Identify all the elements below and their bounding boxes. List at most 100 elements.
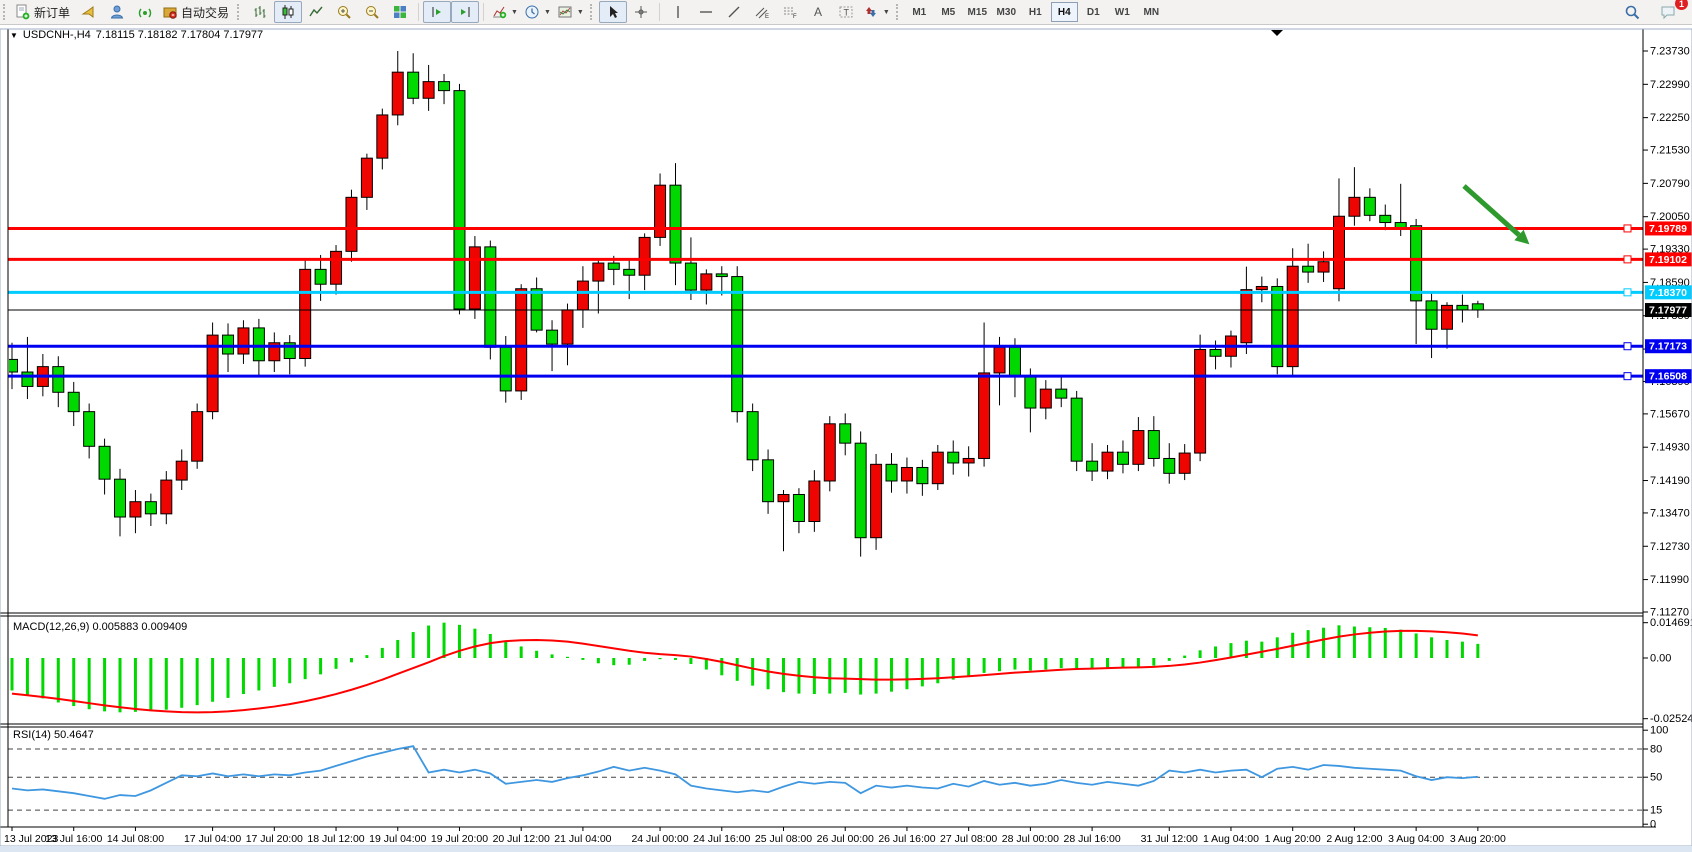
autotrade-button[interactable]: 自动交易 xyxy=(159,1,234,23)
svg-text:0.014691: 0.014691 xyxy=(1650,617,1692,629)
macd-indicator-label: MACD(12,26,9) 0.005883 0.009409 xyxy=(13,621,188,633)
new-order-button[interactable]: 新订单 xyxy=(12,1,75,23)
templates-button[interactable]: ▼ xyxy=(554,1,587,23)
vertical-line-tool-button[interactable] xyxy=(664,1,692,23)
fibonacci-icon: F xyxy=(783,7,797,20)
hline-pivot-7.18370[interactable]: 7.18370 xyxy=(8,285,1692,300)
svg-text:A: A xyxy=(814,5,822,19)
timeframe-button-M15[interactable]: M15 xyxy=(967,6,987,18)
bar-chart-button[interactable] xyxy=(246,1,274,23)
svg-text:18 Jul 12:00: 18 Jul 12:00 xyxy=(307,833,364,845)
timeframe-button-H1[interactable]: H1 xyxy=(1028,6,1042,18)
hline-resistance-7.19102[interactable]: 7.19102 xyxy=(8,252,1692,267)
svg-text:14 Jul 08:00: 14 Jul 08:00 xyxy=(107,833,164,845)
chart-shift-marker-icon[interactable] xyxy=(1271,30,1283,36)
svg-text:13 Jul 2023: 13 Jul 2023 xyxy=(4,833,58,845)
autotrade-icon xyxy=(163,7,177,19)
svg-text:7.14930: 7.14930 xyxy=(1650,442,1690,454)
zoom-out-button[interactable] xyxy=(358,1,386,23)
svg-text:F: F xyxy=(793,14,797,20)
svg-text:3 Aug 20:00: 3 Aug 20:00 xyxy=(1450,833,1506,845)
alert-horn-button[interactable] xyxy=(75,1,103,23)
toolbar-grip[interactable] xyxy=(589,4,596,20)
timeframe-button-M5[interactable]: M5 xyxy=(941,6,956,18)
vertical-line-icon xyxy=(677,6,679,18)
svg-text:0: 0 xyxy=(1650,819,1656,831)
periods-button[interactable]: ▼ xyxy=(521,1,554,23)
main-toolbar: 新订单 自动交易 xyxy=(0,0,1692,25)
timeframe-button-M1[interactable]: M1 xyxy=(912,6,927,18)
search-button[interactable] xyxy=(1618,1,1646,23)
crosshair-button[interactable] xyxy=(627,1,655,23)
signals-button[interactable] xyxy=(131,1,159,23)
svg-text:80: 80 xyxy=(1650,744,1662,756)
chart-shift-button[interactable] xyxy=(451,1,480,23)
hline-resistance-7.19789[interactable]: 7.19789 xyxy=(8,221,1692,236)
cursor-icon xyxy=(609,6,618,18)
arrow-annotation[interactable] xyxy=(1462,184,1530,245)
svg-text:7.17977: 7.17977 xyxy=(1649,305,1687,317)
toolbar-grip[interactable] xyxy=(237,4,243,20)
svg-text:3 Aug 04:00: 3 Aug 04:00 xyxy=(1388,833,1444,845)
svg-text:15: 15 xyxy=(1650,805,1662,817)
current-price-line: 7.17977 xyxy=(8,303,1692,318)
candlestick-chart-icon xyxy=(282,5,294,19)
text-tool-button[interactable]: A xyxy=(804,1,832,23)
cursor-button[interactable] xyxy=(598,1,627,23)
notifications-button[interactable]: 1 xyxy=(1654,0,1688,23)
svg-text:26 Jul 00:00: 26 Jul 00:00 xyxy=(817,833,874,845)
hline-support-7.17173[interactable]: 7.17173 xyxy=(8,339,1692,354)
channel-tool-button[interactable]: E xyxy=(748,1,776,23)
svg-text:28 Jul 00:00: 28 Jul 00:00 xyxy=(1002,833,1059,845)
svg-text:7.11990: 7.11990 xyxy=(1650,574,1689,586)
svg-text:17 Jul 04:00: 17 Jul 04:00 xyxy=(184,833,241,845)
candlestick-chart-button[interactable] xyxy=(274,1,303,23)
svg-text:26 Jul 16:00: 26 Jul 16:00 xyxy=(878,833,935,845)
svg-text:T: T xyxy=(843,8,849,18)
svg-text:19 Jul 04:00: 19 Jul 04:00 xyxy=(369,833,426,845)
chart-menu-triangle-icon[interactable]: ▼ xyxy=(10,30,18,40)
svg-text:24 Jul 00:00: 24 Jul 00:00 xyxy=(631,833,688,845)
text-label-tool-button[interactable]: T xyxy=(832,1,860,23)
svg-text:17 Jul 20:00: 17 Jul 20:00 xyxy=(246,833,303,845)
timeframe-button-D1[interactable]: D1 xyxy=(1086,6,1100,18)
timeframe-button-H4[interactable]: H4 xyxy=(1050,2,1078,22)
line-chart-button[interactable] xyxy=(302,1,330,23)
toolbar-grip[interactable] xyxy=(3,4,9,20)
shapes-tool-button[interactable]: ▼ xyxy=(860,1,893,23)
trendline-tool-button[interactable] xyxy=(720,1,748,23)
horizontal-line-icon xyxy=(699,11,712,13)
chart-symbol-period: USDCNH-,H4 xyxy=(22,29,91,41)
tile-windows-button[interactable] xyxy=(386,1,414,23)
signal-icon xyxy=(138,8,152,18)
window-bottom-edge xyxy=(0,846,1692,852)
svg-text:7.15670: 7.15670 xyxy=(1650,408,1690,420)
svg-text:7.11270: 7.11270 xyxy=(1650,607,1689,619)
chart-window: 7.23730 7.22990 7.22250 7.21530 7.20790 7.200… xyxy=(0,24,1692,852)
autotrade-label: 自动交易 xyxy=(181,5,230,20)
line-chart-icon xyxy=(309,6,323,17)
community-button[interactable] xyxy=(103,1,131,23)
zoom-in-button[interactable] xyxy=(330,1,358,23)
svg-text:7.23730: 7.23730 xyxy=(1650,46,1690,58)
svg-text:-0.02524: -0.02524 xyxy=(1650,713,1692,725)
indicators-button[interactable]: ▼ xyxy=(488,1,521,23)
horn-icon xyxy=(81,6,94,18)
hline-support-7.16508[interactable]: 7.16508 xyxy=(8,369,1692,384)
chart-ohlc-readout: 7.18115 7.18182 7.17804 7.17977 xyxy=(95,29,264,41)
auto-scroll-icon xyxy=(432,7,442,17)
auto-scroll-button[interactable] xyxy=(423,1,452,23)
text-label-icon: T xyxy=(839,6,853,18)
toolbar-grip[interactable] xyxy=(895,4,902,20)
timeframe-button-MN[interactable]: MN xyxy=(1143,6,1160,18)
horizontal-line-tool-button[interactable] xyxy=(692,1,720,23)
svg-text:2 Aug 12:00: 2 Aug 12:00 xyxy=(1326,833,1382,845)
price-chart[interactable]: 7.23730 7.22990 7.22250 7.21530 7.20790 7.200… xyxy=(0,24,1692,852)
fibonacci-tool-button[interactable]: F xyxy=(776,1,804,23)
svg-text:13 Jul 16:00: 13 Jul 16:00 xyxy=(45,833,102,845)
chat-bubble-icon xyxy=(1661,6,1674,19)
zoom-out-icon xyxy=(366,6,379,19)
timeframe-button-W1[interactable]: W1 xyxy=(1114,6,1130,18)
timeframe-button-M30[interactable]: M30 xyxy=(996,6,1016,18)
